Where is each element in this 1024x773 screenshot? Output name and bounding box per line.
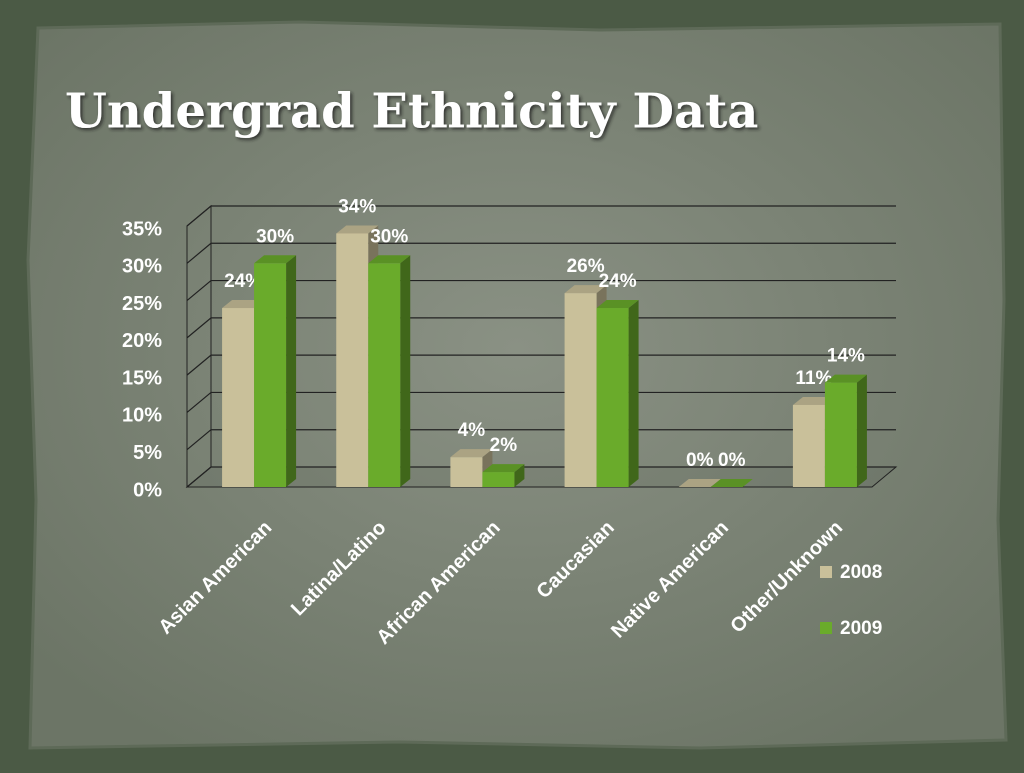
chart-title: Undergrad Ethnicity Data — [65, 84, 758, 140]
value-label: 4% — [458, 420, 486, 441]
bar — [824, 382, 857, 487]
value-label: 24% — [224, 271, 262, 292]
y-tick-label: 10% — [122, 405, 162, 427]
bar-top — [482, 464, 525, 473]
bar — [596, 308, 629, 487]
bar-top — [368, 255, 411, 264]
value-label: 14% — [827, 346, 865, 367]
bar — [222, 308, 255, 487]
bar-top — [710, 479, 753, 487]
bar — [368, 263, 401, 487]
value-label: 0% — [718, 450, 746, 471]
legend-swatch — [820, 622, 832, 634]
value-label: 11% — [795, 368, 832, 389]
bar — [254, 263, 287, 487]
grid-line — [186, 429, 896, 451]
bar — [792, 404, 825, 487]
bar — [336, 233, 369, 487]
value-label: 30% — [370, 226, 408, 247]
bar — [564, 293, 597, 487]
grid-line — [186, 391, 896, 413]
bar-top — [450, 449, 493, 458]
value-label: 26% — [567, 256, 605, 277]
value-label: 0% — [686, 450, 714, 471]
bar-top — [596, 300, 639, 309]
value-label: 34% — [338, 196, 376, 217]
bar — [450, 457, 483, 487]
y-tick-label: 35% — [122, 218, 162, 240]
legend-label: 2009 — [840, 618, 882, 639]
grid-line — [186, 205, 896, 227]
y-tick-label: 25% — [122, 293, 162, 315]
bar-side — [628, 300, 639, 487]
bar-side — [400, 255, 411, 487]
bar — [482, 472, 515, 487]
slide-paper — [26, 20, 1008, 750]
y-tick-label: 0% — [133, 479, 162, 501]
bar-top — [792, 396, 835, 405]
y-tick-label: 20% — [122, 330, 162, 352]
bar-top — [336, 225, 379, 234]
bar-top — [824, 374, 867, 383]
grid-line — [186, 354, 896, 376]
y-tick-label: 30% — [122, 256, 162, 278]
y-tick-label: 5% — [133, 442, 162, 464]
legend-swatch — [820, 566, 832, 578]
bar-top — [678, 479, 721, 487]
grid-line — [186, 466, 896, 488]
bar-top — [564, 285, 607, 294]
y-tick-label: 15% — [122, 367, 162, 389]
grid-line — [186, 317, 896, 339]
bar-side — [514, 464, 525, 487]
grid-line — [186, 279, 896, 302]
grid-line — [186, 242, 896, 264]
value-label: 30% — [256, 226, 294, 247]
bar-top — [254, 255, 297, 264]
legend-label: 2008 — [840, 562, 882, 583]
bar-side — [856, 374, 867, 487]
bar-side — [286, 255, 297, 487]
value-label: 24% — [599, 271, 637, 292]
value-label: 2% — [490, 435, 518, 456]
bar-top — [222, 300, 265, 309]
